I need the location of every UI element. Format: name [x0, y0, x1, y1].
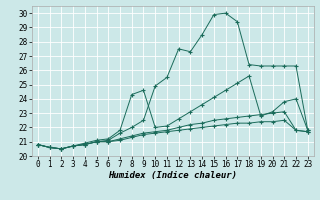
X-axis label: Humidex (Indice chaleur): Humidex (Indice chaleur) [108, 171, 237, 180]
